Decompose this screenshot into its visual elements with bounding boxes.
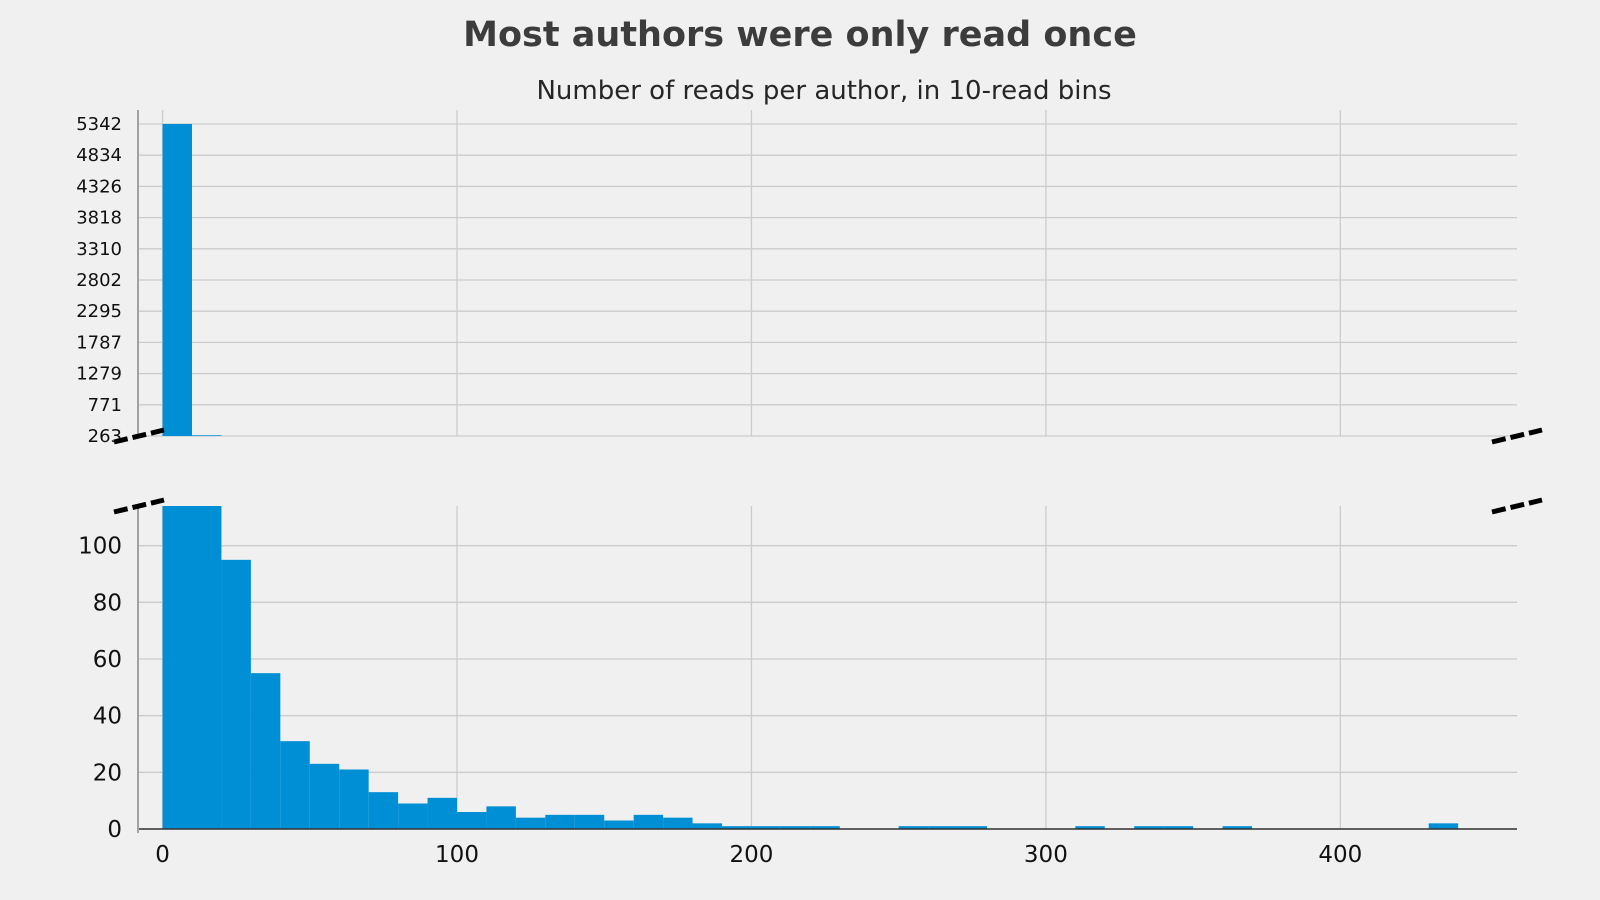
histogram-bar: [192, 506, 222, 829]
y-tick-label: 100: [78, 534, 122, 560]
bars-group: [162, 124, 222, 436]
histogram-bar: [427, 797, 457, 829]
y-tick-label: 263: [88, 426, 122, 447]
histogram-bar: [1428, 823, 1459, 829]
axis-break-mark: [1491, 427, 1543, 445]
histogram-bar: [1075, 826, 1105, 829]
x-tick-label: 200: [729, 842, 773, 868]
x-tick-label: 300: [1024, 842, 1068, 868]
top-panel: 263 771 1279 1787 2295 2802 3310 3818 4326 4834 53…: [76, 110, 1517, 447]
axis-break-mark: [1491, 497, 1543, 515]
axis-break-mark: [113, 427, 165, 445]
histogram-bar: [780, 826, 811, 829]
x-tick-label: 400: [1318, 842, 1362, 868]
histogram-bar: [1222, 826, 1252, 829]
axis-break-marks: [113, 427, 1543, 515]
x-tick-label: 0: [155, 842, 170, 868]
y-tick-label: 2802: [76, 270, 122, 291]
y-tick-label: 3818: [76, 208, 122, 229]
y-tick-label: 771: [88, 395, 122, 416]
y-tick-label: 0: [107, 817, 122, 843]
histogram-bar: [1163, 826, 1194, 829]
y-tick-label: 2295: [76, 301, 122, 322]
histogram-bar: [692, 823, 722, 829]
axis-break-mark: [113, 497, 165, 515]
histogram-bar: [221, 559, 251, 829]
x-tick-label: 100: [435, 842, 479, 868]
y-tick-label: 80: [93, 590, 122, 616]
histogram-bar: [545, 814, 575, 829]
y-tick-label: 4326: [76, 176, 122, 197]
histogram-bar: [663, 817, 693, 829]
histogram-bar: [250, 673, 281, 829]
histogram-bar: [280, 741, 310, 829]
bottom-panel: 0 20 40 60 80 100 0 100 200 300 400: [78, 506, 1517, 868]
y-tick-label: 3310: [76, 239, 122, 260]
y-tick-label: 1279: [76, 364, 122, 385]
y-tick-label: 4834: [76, 145, 122, 166]
histogram-bar: [751, 826, 781, 829]
histogram-bar: [604, 820, 634, 829]
histogram-bar: [1134, 826, 1164, 829]
histogram-bar: [928, 826, 958, 829]
y-tick-label: 40: [93, 704, 122, 730]
histogram-bar: [339, 769, 369, 829]
y-tick-label: 1787: [76, 332, 122, 353]
histogram-bar: [368, 792, 399, 829]
chart-title: Most authors were only read once: [463, 15, 1137, 55]
bars-group: [162, 506, 1459, 829]
histogram-bar: [162, 506, 192, 829]
histogram-bar: [633, 814, 664, 829]
histogram-bar: [574, 814, 605, 829]
histogram-bar: [957, 826, 987, 829]
y-tick-label: 20: [93, 760, 122, 786]
histogram-bar: [810, 826, 840, 829]
histogram-bar: [898, 826, 929, 829]
histogram-bar: [309, 763, 340, 829]
histogram-bar: [192, 435, 222, 436]
chart-subtitle: Number of reads per author, in 10-read b…: [536, 76, 1111, 106]
histogram-bar: [486, 806, 516, 829]
histogram-bar: [398, 803, 428, 829]
histogram-bar: [515, 817, 546, 829]
histogram-bar: [457, 812, 487, 829]
histogram-bar: [722, 826, 752, 829]
histogram-bar: [162, 124, 192, 436]
y-tick-label: 60: [93, 647, 122, 673]
y-tick-label: 5342: [76, 114, 122, 135]
